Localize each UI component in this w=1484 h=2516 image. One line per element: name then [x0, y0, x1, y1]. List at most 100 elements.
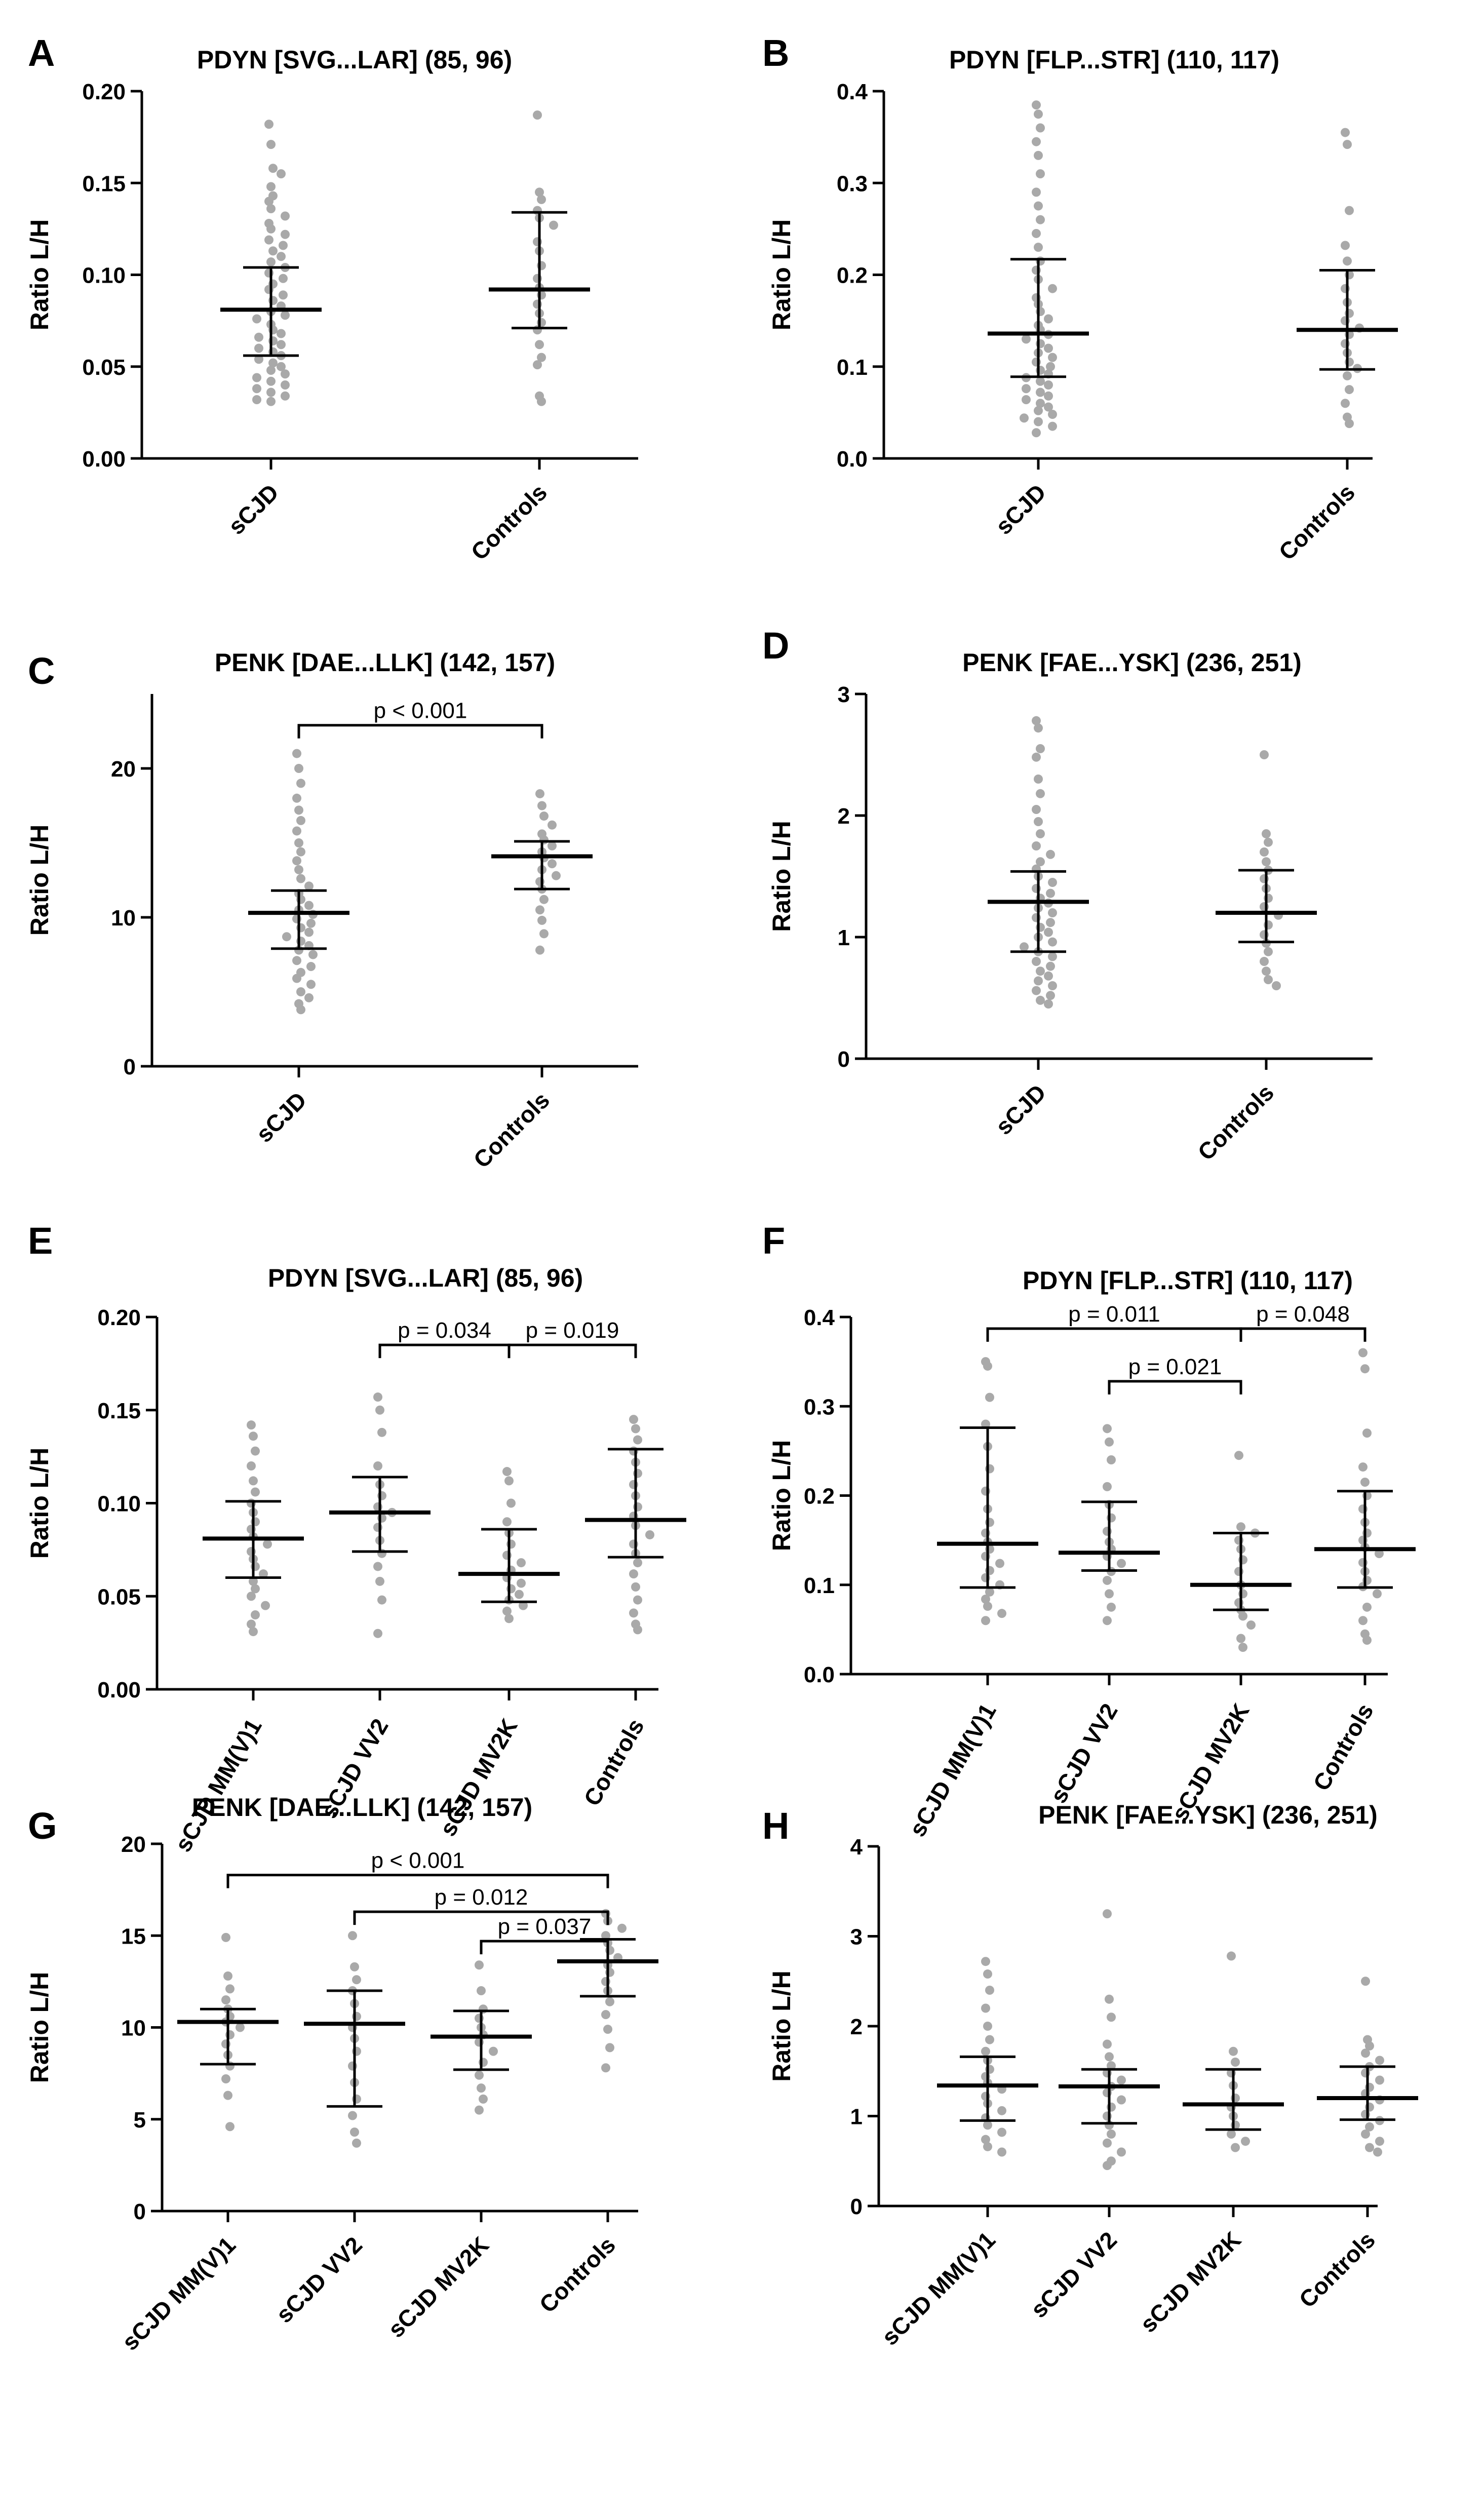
- data-point: [352, 2138, 361, 2148]
- data-point: [348, 2111, 357, 2120]
- x-category-label: Controls: [468, 1087, 555, 1173]
- data-point: [308, 950, 318, 959]
- data-point: [1358, 1616, 1368, 1625]
- data-point: [1103, 1575, 1112, 1585]
- data-point: [1034, 109, 1043, 119]
- x-category-label: Controls: [534, 2231, 620, 2317]
- data-point: [261, 1601, 270, 1610]
- group-scjd: [248, 749, 349, 1015]
- significance-bracket: [480, 1940, 609, 1955]
- data-point: [304, 881, 314, 891]
- data-point: [504, 1476, 514, 1486]
- significance-bracket: [378, 1343, 511, 1359]
- data-point: [304, 927, 314, 937]
- x-category-label: sCJD MM(V)1: [904, 1699, 1001, 1841]
- data-point: [277, 362, 286, 371]
- data-point: [252, 373, 261, 382]
- data-point: [1034, 406, 1043, 415]
- chart-title: PDYN [SVG...LAR] (85, 96): [268, 1264, 583, 1292]
- data-point: [266, 204, 276, 213]
- data-point: [1238, 1611, 1247, 1621]
- data-point: [1044, 999, 1053, 1009]
- y-tick-label: 0.2: [804, 1484, 835, 1509]
- data-point: [1048, 878, 1057, 887]
- y-axis-label: Ratio L/H: [767, 219, 796, 330]
- data-point: [251, 1446, 260, 1456]
- x-category-label: Controls: [466, 479, 552, 565]
- data-point: [981, 2135, 990, 2144]
- data-point: [479, 2094, 488, 2104]
- data-point: [1048, 937, 1057, 947]
- data-point: [1036, 829, 1045, 838]
- group-controls: [1314, 1348, 1416, 1645]
- data-point: [605, 2043, 614, 2053]
- data-point: [1343, 256, 1352, 266]
- p-value-label: p < 0.001: [374, 699, 467, 723]
- y-tick-label: 0.3: [837, 171, 868, 196]
- y-tick-label: 0.10: [82, 263, 126, 288]
- y-tick-label: 2: [838, 804, 850, 829]
- y-tick-label: 4: [850, 1835, 863, 1860]
- y-tick-label: 3: [838, 682, 850, 707]
- panel-d: D PENK [FAE...YSK] (236, 251) Ratio L/H 0 1 2…: [762, 625, 1373, 1166]
- data-point: [631, 1424, 640, 1434]
- panel-letter: A: [28, 32, 55, 74]
- data-point: [1341, 128, 1350, 137]
- data-point: [236, 2023, 245, 2032]
- data-point: [1343, 140, 1352, 149]
- data-point: [221, 2074, 230, 2083]
- data-point: [1020, 413, 1029, 423]
- data-point: [264, 120, 274, 129]
- data-point: [266, 366, 276, 375]
- data-point: [1044, 314, 1053, 324]
- y-tick-label: 10: [121, 2016, 146, 2041]
- panel-letter: H: [762, 1805, 789, 1847]
- x-category-label: sCJD MM(V)1: [876, 2226, 1000, 2350]
- data-point: [548, 841, 557, 850]
- data-point: [1032, 957, 1041, 966]
- data-point: [296, 1005, 305, 1015]
- data-point: [1103, 1909, 1112, 1919]
- data-point: [1032, 228, 1041, 238]
- data-point: [603, 2025, 612, 2034]
- data-point: [1358, 1348, 1368, 1358]
- group-scjd: [220, 120, 322, 406]
- y-tick-label: 0.10: [97, 1492, 141, 1517]
- data-point: [249, 1431, 258, 1441]
- data-point: [292, 956, 301, 965]
- data-point: [1260, 750, 1269, 759]
- data-point: [266, 376, 276, 386]
- data-point: [997, 2106, 1006, 2115]
- data-point: [489, 2046, 498, 2056]
- y-tick-label: 0.4: [804, 1305, 835, 1330]
- data-point: [375, 1405, 384, 1415]
- data-point: [375, 1576, 384, 1586]
- p-value-label: p = 0.034: [398, 1318, 491, 1343]
- data-point: [633, 1625, 642, 1635]
- data-point: [537, 397, 546, 406]
- data-point: [1034, 201, 1043, 211]
- data-point: [264, 197, 274, 206]
- data-point: [535, 340, 544, 350]
- data-point: [249, 1576, 258, 1586]
- data-point: [1022, 334, 1031, 344]
- data-point: [1105, 2052, 1114, 2062]
- data-point: [306, 980, 316, 989]
- data-point: [373, 1562, 382, 1571]
- group-controls: [1317, 1977, 1418, 2157]
- y-tick-label: 0.05: [97, 1584, 141, 1609]
- data-point: [997, 2147, 1006, 2157]
- data-point: [983, 2120, 992, 2130]
- y-tick-label: 0.2: [837, 263, 868, 288]
- y-axis-label: Ratio L/H: [25, 1972, 54, 2083]
- data-point: [502, 1517, 512, 1527]
- data-point: [294, 865, 303, 874]
- y-tick-label: 3: [850, 1925, 863, 1950]
- data-point: [221, 1932, 230, 1942]
- data-point: [1358, 1462, 1368, 1472]
- data-point: [268, 246, 278, 256]
- chart-title: PDYN [FLP...STR] (110, 117): [949, 46, 1279, 74]
- data-point: [279, 241, 288, 250]
- x-category-label: sCJD VV2: [271, 2231, 367, 2328]
- group-scjd-mv2k: [458, 1467, 560, 1623]
